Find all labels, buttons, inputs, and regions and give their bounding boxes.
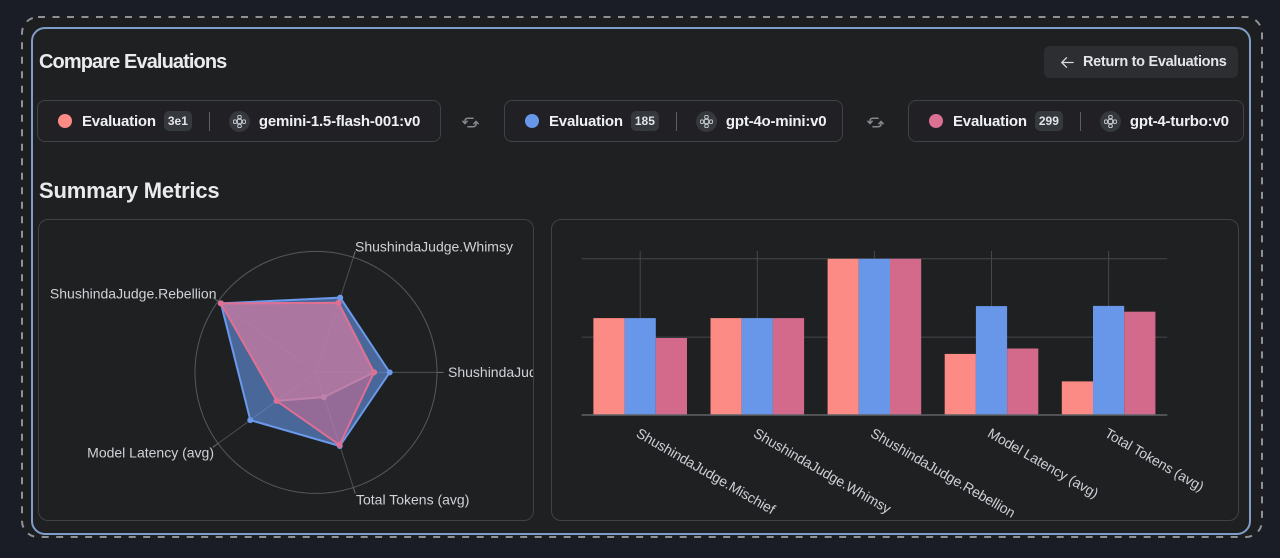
svg-text:ShushindaJudge.Whimsy: ShushindaJudge.Whimsy: [355, 238, 513, 254]
svg-text:Model Latency (avg): Model Latency (avg): [985, 425, 1101, 501]
svg-text:ShushindaJudge.Mischief: ShushindaJudge.Mischief: [448, 364, 534, 380]
svg-text:Model Latency (avg): Model Latency (avg): [87, 444, 214, 460]
svg-text:ShushindaJudge.Rebellion: ShushindaJudge.Rebellion: [50, 286, 217, 302]
svg-text:Total Tokens (avg): Total Tokens (avg): [356, 491, 469, 507]
svg-text:Total Tokens (avg): Total Tokens (avg): [1102, 425, 1207, 495]
